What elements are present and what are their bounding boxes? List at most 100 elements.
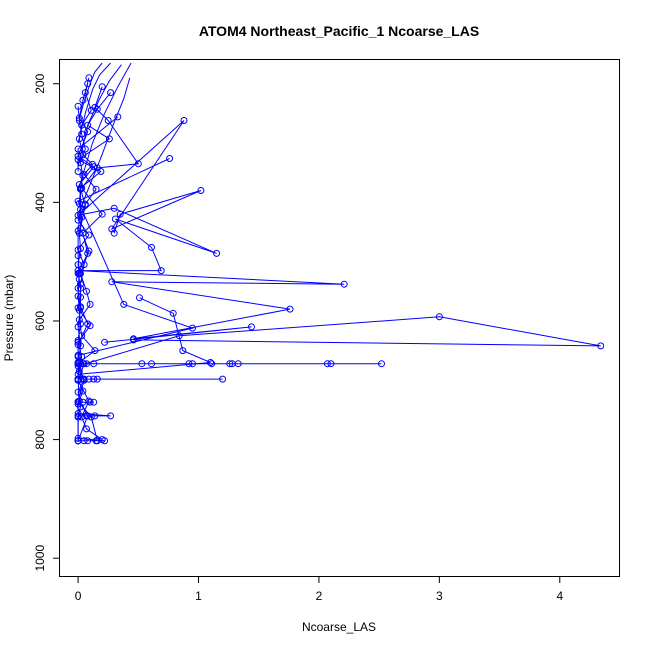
data-point	[136, 294, 143, 302]
data-point	[74, 375, 82, 383]
data-point	[105, 135, 113, 143]
data-point	[114, 113, 122, 121]
data-point	[108, 278, 116, 286]
data-point	[80, 437, 88, 445]
x-axis-label: Ncoarse_LAS	[302, 620, 376, 634]
data-point	[148, 243, 155, 251]
data-point	[84, 128, 92, 136]
data-point	[74, 410, 82, 417]
data-point	[108, 225, 116, 233]
data-point	[286, 305, 294, 313]
data-point	[77, 304, 84, 312]
data-point	[116, 210, 124, 218]
data-point	[84, 437, 92, 445]
y-tick-label: 1000	[33, 545, 47, 572]
data-point	[84, 121, 92, 129]
profile-line-upper-4	[77, 62, 132, 191]
profile-line-4	[77, 86, 140, 441]
data-point	[323, 360, 331, 368]
data-point	[226, 360, 234, 368]
profile-line-11	[78, 207, 345, 343]
plot-area	[74, 62, 605, 445]
data-point	[90, 360, 98, 368]
data-point	[90, 398, 98, 406]
data-point	[104, 117, 112, 124]
data-point	[85, 375, 93, 383]
data-point	[107, 89, 115, 97]
y-tick-label: 600	[33, 311, 47, 331]
data-point	[378, 360, 385, 368]
y-tick-label: 400	[33, 192, 47, 212]
data-point	[234, 360, 242, 368]
profile-line-13	[77, 158, 195, 356]
x-tick-label: 4	[556, 589, 563, 603]
data-point	[77, 342, 84, 350]
data-point	[84, 320, 92, 328]
data-point	[77, 284, 84, 292]
data-point	[327, 360, 335, 368]
data-point	[74, 267, 82, 275]
data-point	[79, 387, 87, 395]
data-point	[75, 114, 83, 122]
data-point	[74, 284, 82, 292]
data-point	[189, 324, 196, 332]
y-axis: 200 400 600 800 1000	[33, 73, 60, 572]
data-point	[79, 96, 87, 104]
x-tick-label: 1	[195, 589, 202, 603]
data-point	[197, 187, 205, 194]
data-point	[166, 155, 174, 162]
data-point	[77, 184, 84, 192]
data-point	[157, 267, 165, 275]
data-point	[208, 360, 216, 368]
data-point	[179, 347, 187, 355]
y-tick-label: 200	[33, 73, 47, 93]
profile-line-6	[78, 437, 105, 442]
data-point	[101, 338, 109, 346]
data-point	[207, 359, 214, 366]
x-tick-label: 2	[316, 589, 323, 603]
data-point	[74, 252, 82, 260]
data-point	[92, 437, 100, 445]
data-point	[81, 145, 89, 153]
data-point	[75, 135, 83, 143]
data-point	[83, 360, 90, 368]
plot-frame	[59, 59, 620, 577]
data-point	[74, 398, 82, 406]
data-point	[74, 434, 82, 442]
data-point	[78, 332, 86, 340]
data-point	[110, 204, 118, 212]
profile-line-15	[77, 116, 119, 172]
data-point	[597, 342, 605, 350]
profile-line-upper-1	[78, 62, 103, 120]
data-point	[340, 280, 348, 288]
data-point	[98, 210, 106, 218]
data-point	[74, 412, 82, 420]
data-point	[138, 360, 146, 368]
data-point	[180, 117, 188, 124]
data-point	[74, 145, 82, 153]
data-point	[213, 249, 221, 257]
data-point	[435, 313, 443, 321]
x-tick-label: 3	[436, 589, 443, 603]
data-point	[120, 300, 128, 308]
data-point	[74, 168, 82, 175]
data-point	[83, 287, 90, 295]
data-point	[175, 332, 183, 340]
data-point	[101, 437, 109, 445]
data-point	[74, 323, 82, 331]
data-point	[74, 227, 82, 235]
data-point	[81, 89, 89, 97]
data-point	[91, 412, 99, 420]
y-axis-label: Pressure (mbar)	[2, 275, 16, 362]
data-point	[79, 398, 87, 406]
x-tick-label: 0	[75, 589, 82, 603]
data-point	[84, 80, 92, 88]
data-point	[169, 309, 177, 317]
profile-line-12	[77, 120, 202, 234]
data-point	[74, 351, 82, 359]
data-point	[84, 249, 92, 257]
data-point	[74, 360, 82, 368]
data-point	[90, 375, 98, 383]
data-point	[93, 105, 101, 113]
